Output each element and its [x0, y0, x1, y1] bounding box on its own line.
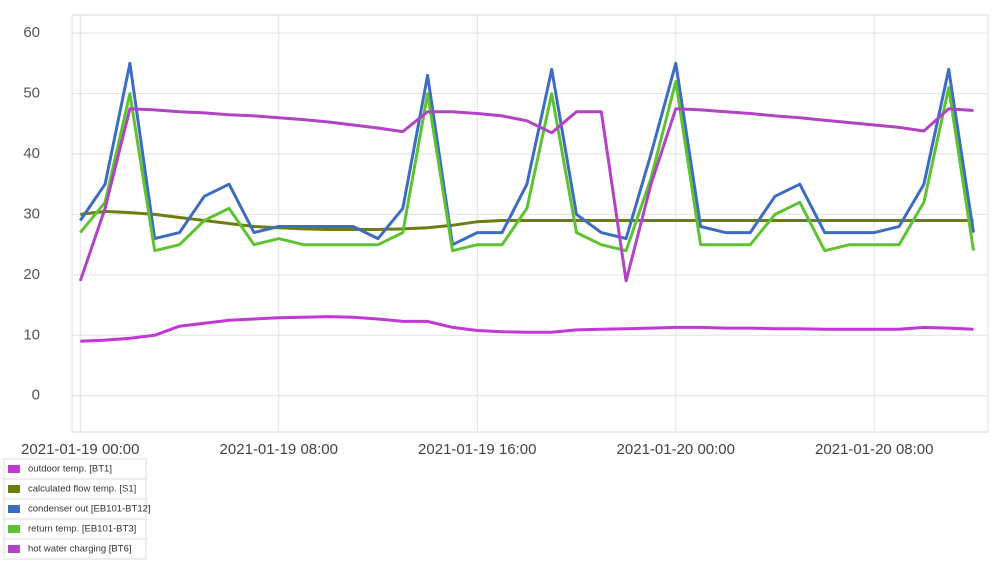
series-line — [79, 61, 975, 247]
legend-swatch — [8, 465, 20, 473]
series-line — [78, 107, 974, 283]
x-tick-label: 2021-01-20 00:00 — [617, 441, 735, 458]
x-tick-label: 2021-01-20 08:00 — [815, 441, 933, 458]
series-line — [80, 315, 974, 343]
y-tick-label: 20 — [23, 266, 40, 283]
y-tick-label: 0 — [32, 387, 40, 404]
x-tick-label: 2021-01-19 16:00 — [418, 441, 536, 458]
x-tick-label: 2021-01-19 08:00 — [220, 441, 338, 458]
y-tick-label: 40 — [23, 145, 40, 162]
series-line — [80, 209, 974, 231]
y-tick-label: 10 — [23, 326, 40, 343]
legend-label: hot water charging [BT6] — [28, 544, 132, 555]
plot-area — [71, 14, 989, 433]
legend-swatch — [8, 485, 20, 493]
legend-label: condenser out [EB101-BT12] — [28, 504, 151, 515]
legend-label: return temp. [EB101-BT3] — [28, 524, 136, 535]
y-tick-label: 60 — [23, 24, 40, 41]
legend-swatch — [8, 545, 20, 553]
y-tick-label: 50 — [23, 85, 40, 102]
legend-swatch — [8, 505, 20, 513]
legend-label: outdoor temp. [BT1] — [28, 464, 112, 475]
x-tick-label: 2021-01-19 00:00 — [21, 441, 139, 458]
series-line — [79, 80, 975, 253]
y-tick-label: 30 — [23, 205, 40, 222]
legend-box — [3, 458, 147, 560]
legend-label: calculated flow temp. [S1] — [28, 484, 136, 495]
legend-swatch — [8, 525, 20, 533]
